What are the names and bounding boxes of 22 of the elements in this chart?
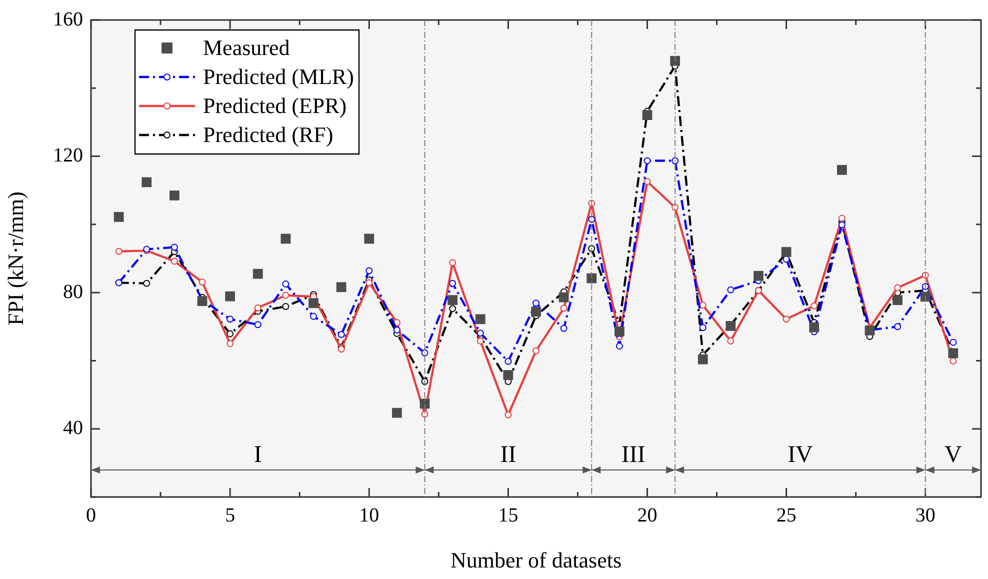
x-tick-label: 25 [776,504,796,526]
legend-label: Predicted (MLR) [203,64,354,89]
legend-label: Predicted (RF) [203,122,334,147]
band-label: I [254,442,262,468]
band-label: III [621,442,646,468]
y-tick-label: 160 [53,8,83,30]
x-tick-label: 30 [915,504,936,526]
x-tick-label: 5 [225,504,236,526]
x-tick-label: 0 [86,504,96,526]
x-tick-label: 10 [359,504,380,526]
x-tick-label: 20 [637,504,658,526]
band-label: V [944,442,963,468]
y-tick-label: 120 [53,144,83,167]
band-label: IV [788,442,814,468]
legend-label: Predicted (EPR) [203,92,347,118]
band-label: II [500,442,516,468]
x-axis-title: Number of datasets [450,548,622,573]
legend-label: Measured [203,34,290,60]
y-tick-label: 40 [63,417,83,440]
y-axis-title: FPI (kN·r/mm) [2,192,28,326]
y-tick-label: 80 [63,280,83,303]
x-tick-label: 15 [498,504,518,526]
